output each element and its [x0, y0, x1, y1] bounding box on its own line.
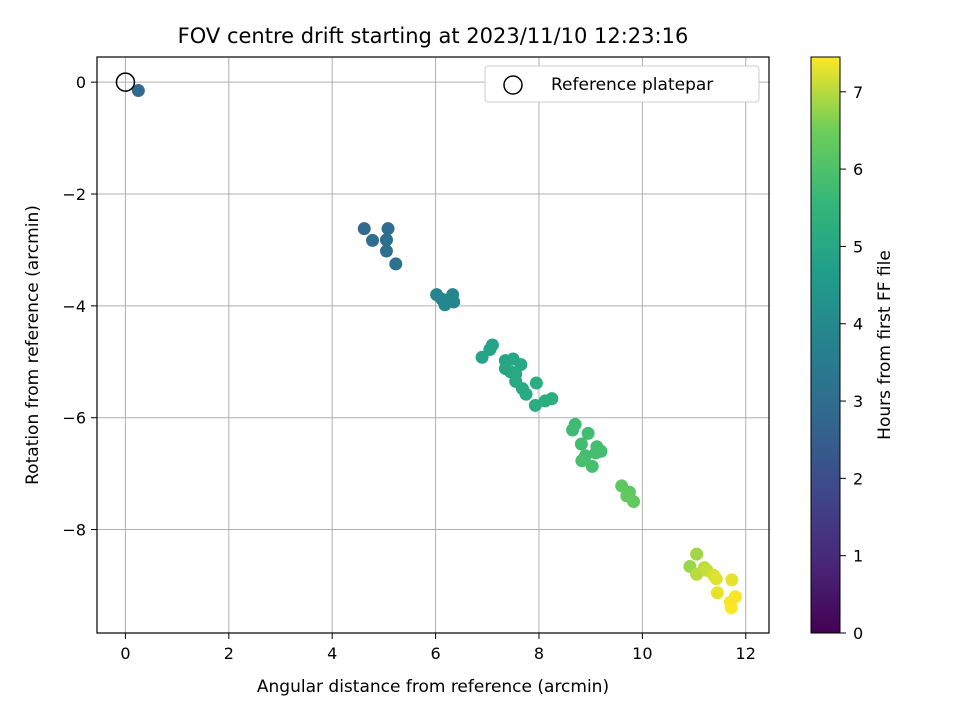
data-point [725, 573, 738, 586]
x-tick-label: 6 [430, 644, 440, 663]
colorbar-gradient [811, 57, 840, 633]
data-point [711, 586, 724, 599]
y-tick-label: −2 [62, 185, 86, 204]
grid [97, 57, 769, 633]
data-point [566, 424, 579, 437]
x-tick-label: 8 [534, 644, 544, 663]
data-point [586, 460, 599, 473]
x-tick-label: 4 [327, 644, 337, 663]
chart: FOV centre drift starting at 2023/11/10 … [0, 0, 960, 720]
data-point [382, 222, 395, 235]
data-point [520, 388, 533, 401]
data-point [627, 495, 640, 508]
legend: Reference platepar [485, 66, 759, 102]
data-point [545, 392, 558, 405]
data-point [389, 257, 402, 270]
x-tick-label: 10 [632, 644, 652, 663]
y-axis: 0 −2 −4 −6 −8 [62, 73, 97, 539]
colorbar-tick-label: 3 [853, 392, 863, 411]
chart-title: FOV centre drift starting at 2023/11/10 … [178, 24, 689, 48]
x-tick-label: 12 [736, 644, 756, 663]
data-point [380, 233, 393, 246]
data-point [575, 437, 588, 450]
colorbar-tick-label: 4 [853, 315, 863, 334]
y-axis-title: Rotation from reference (arcmin) [23, 205, 43, 485]
y-tick-label: 0 [76, 73, 86, 92]
data-point [725, 601, 738, 614]
y-tick-label: −8 [62, 521, 86, 540]
plot-frame [97, 57, 769, 633]
colorbar-ticks: 0 1 2 3 4 5 6 7 [840, 83, 863, 643]
x-tick-label: 0 [120, 644, 130, 663]
data-points [132, 84, 742, 614]
legend-label: Reference platepar [551, 75, 713, 95]
data-point [710, 572, 723, 585]
colorbar-tick-label: 0 [853, 624, 863, 643]
colorbar-tick-label: 7 [853, 83, 863, 102]
colorbar-tick-label: 5 [853, 237, 863, 256]
data-point [690, 548, 703, 561]
data-point [447, 295, 460, 308]
y-tick-label: −4 [62, 297, 86, 316]
x-axis-title: Angular distance from reference (arcmin) [257, 677, 609, 697]
colorbar-tick-label: 2 [853, 469, 863, 488]
colorbar-title: Hours from first FF file [875, 250, 895, 440]
data-point [530, 377, 543, 390]
data-point [486, 339, 499, 352]
data-point [380, 245, 393, 258]
colorbar: 0 1 2 3 4 5 6 7 Hours from first FF file [811, 57, 895, 643]
y-tick-label: −6 [62, 409, 86, 428]
colorbar-tick-label: 1 [853, 547, 863, 566]
colorbar-tick-label: 6 [853, 160, 863, 179]
data-point [366, 234, 379, 247]
data-point [358, 222, 371, 235]
x-axis: 0 2 4 6 8 10 12 [120, 633, 756, 663]
x-tick-label: 2 [224, 644, 234, 663]
